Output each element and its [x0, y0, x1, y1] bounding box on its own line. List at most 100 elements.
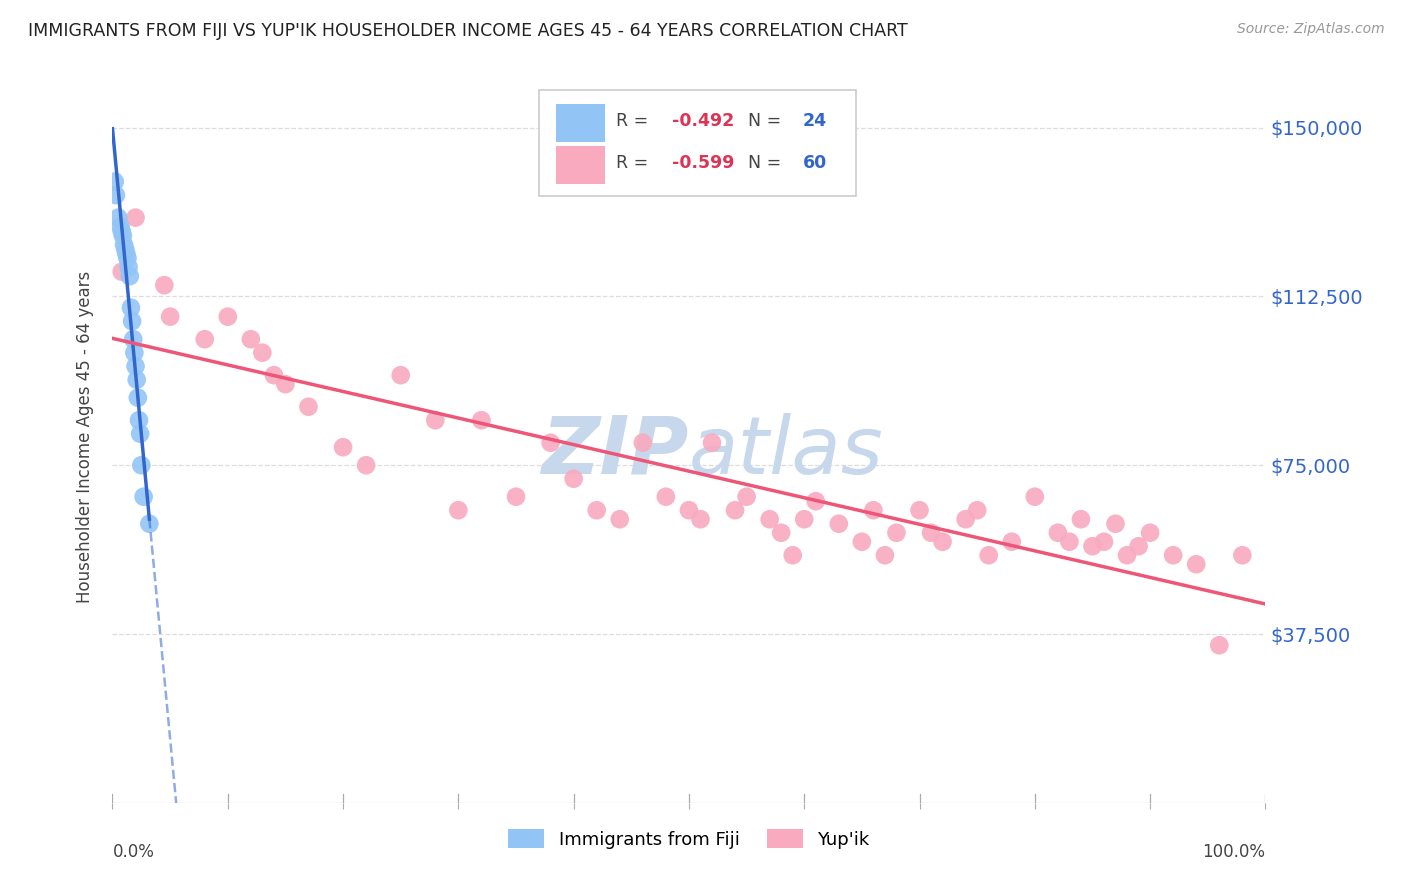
Point	[782, 548, 804, 562]
Point	[138, 516, 160, 531]
Point	[252, 345, 274, 359]
Point	[389, 368, 412, 383]
Point	[1001, 534, 1024, 549]
Point	[127, 391, 149, 405]
Text: atlas: atlas	[689, 413, 884, 491]
Point	[562, 472, 585, 486]
Point	[132, 490, 155, 504]
Point	[908, 503, 931, 517]
FancyBboxPatch shape	[557, 103, 605, 142]
Point	[117, 260, 139, 275]
Point	[111, 224, 134, 238]
Point	[1024, 490, 1046, 504]
Text: -0.492: -0.492	[672, 112, 734, 130]
Point	[1128, 539, 1150, 553]
Text: 24: 24	[803, 112, 827, 130]
Text: N =: N =	[737, 112, 787, 130]
Text: 60: 60	[803, 153, 827, 172]
FancyBboxPatch shape	[557, 145, 605, 184]
Point	[1139, 525, 1161, 540]
Point	[115, 246, 138, 260]
Point	[505, 490, 527, 504]
Point	[128, 413, 150, 427]
Point	[107, 211, 129, 225]
Text: 0.0%: 0.0%	[112, 843, 155, 861]
Point	[159, 310, 181, 324]
Point	[828, 516, 851, 531]
Point	[124, 359, 146, 374]
Point	[470, 413, 492, 427]
Point	[114, 242, 136, 256]
Point	[1070, 512, 1092, 526]
Point	[1081, 539, 1104, 553]
Point	[724, 503, 747, 517]
Point	[1046, 525, 1069, 540]
Point	[689, 512, 711, 526]
Point	[585, 503, 607, 517]
Point	[104, 188, 127, 202]
Text: IMMIGRANTS FROM FIJI VS YUP'IK HOUSEHOLDER INCOME AGES 45 - 64 YEARS CORRELATION: IMMIGRANTS FROM FIJI VS YUP'IK HOUSEHOLD…	[28, 22, 908, 40]
Point	[112, 237, 135, 252]
Point	[129, 458, 153, 473]
Point	[117, 251, 139, 265]
Point	[758, 512, 780, 526]
Point	[274, 377, 297, 392]
Point	[735, 490, 758, 504]
Point	[1161, 548, 1184, 562]
Y-axis label: Householder Income Ages 45 - 64 years: Householder Income Ages 45 - 64 years	[76, 271, 94, 603]
Point	[153, 278, 176, 293]
Text: R =: R =	[616, 153, 654, 172]
Point	[110, 219, 132, 234]
Point	[111, 265, 134, 279]
Text: Source: ZipAtlas.com: Source: ZipAtlas.com	[1237, 22, 1385, 37]
Text: R =: R =	[616, 112, 654, 130]
Point	[1059, 534, 1081, 549]
Point	[111, 228, 134, 243]
Point	[332, 440, 354, 454]
Point	[655, 490, 678, 504]
Point	[297, 400, 319, 414]
Point	[124, 211, 146, 225]
Point	[977, 548, 1000, 562]
Point	[966, 503, 988, 517]
Text: ZIP: ZIP	[541, 413, 689, 491]
Point	[122, 332, 145, 346]
Legend: Immigrants from Fiji, Yup'ik: Immigrants from Fiji, Yup'ik	[501, 822, 877, 856]
Point	[1232, 548, 1254, 562]
Text: 100.0%: 100.0%	[1202, 843, 1265, 861]
Point	[540, 435, 562, 450]
Point	[851, 534, 873, 549]
Point	[804, 494, 827, 508]
FancyBboxPatch shape	[538, 90, 856, 195]
Point	[931, 534, 953, 549]
Point	[121, 314, 143, 328]
Point	[862, 503, 884, 517]
Point	[1116, 548, 1139, 562]
Point	[920, 525, 942, 540]
Text: N =: N =	[737, 153, 787, 172]
Point	[425, 413, 447, 427]
Point	[194, 332, 217, 346]
Text: -0.599: -0.599	[672, 153, 734, 172]
Point	[873, 548, 896, 562]
Point	[354, 458, 377, 473]
Point	[124, 345, 146, 359]
Point	[239, 332, 262, 346]
Point	[678, 503, 700, 517]
Point	[1185, 558, 1208, 572]
Point	[1208, 638, 1230, 652]
Point	[700, 435, 723, 450]
Point	[118, 269, 141, 284]
Point	[886, 525, 908, 540]
Point	[1092, 534, 1115, 549]
Point	[631, 435, 654, 450]
Point	[104, 175, 127, 189]
Point	[120, 301, 142, 315]
Point	[1104, 516, 1126, 531]
Point	[955, 512, 977, 526]
Point	[793, 512, 815, 526]
Point	[263, 368, 285, 383]
Point	[217, 310, 239, 324]
Point	[609, 512, 631, 526]
Point	[770, 525, 793, 540]
